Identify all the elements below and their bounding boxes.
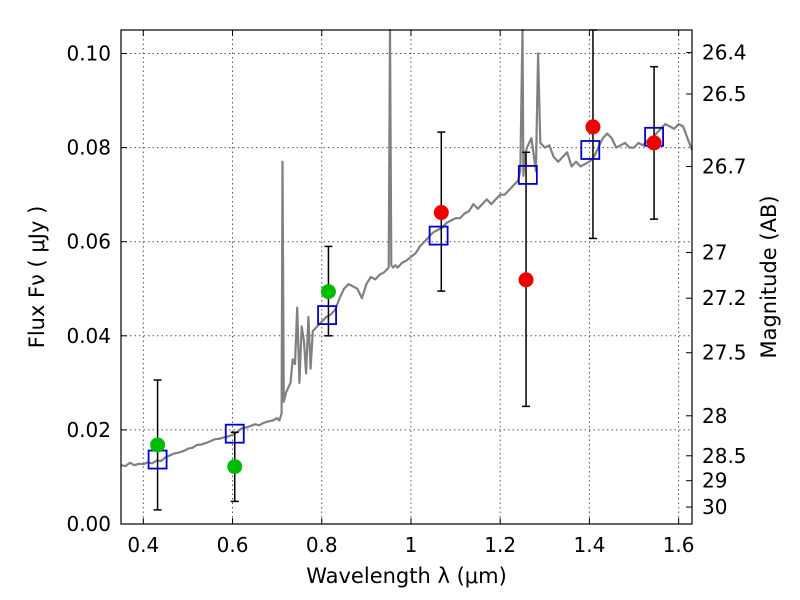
- x-tick-label: 1.6: [663, 533, 695, 557]
- green-point: [227, 459, 243, 475]
- red-point: [518, 272, 534, 288]
- tick-labels: 0.4 0.6 0.8 1 1.2 1.4 1.6 0.00 0.02 0.04 0.06 0.08 0…: [66, 41, 746, 557]
- y2-axis-label: Magnitude (AB): [757, 195, 781, 358]
- y2-tick-label: 26.4: [702, 41, 747, 65]
- y2-tick-label: 30: [702, 495, 727, 519]
- y-tick-label: 0.02: [66, 418, 111, 442]
- y-tick-label: 0.04: [66, 324, 111, 348]
- y2-tick-label: 27: [702, 241, 727, 265]
- model-spectrum-line: [120, 28, 694, 468]
- y2-tick-label: 28.5: [702, 444, 747, 468]
- y2-tick-label: 27.5: [702, 341, 747, 365]
- y-tick-label: 0.00: [66, 512, 111, 536]
- x-tick-label: 0.4: [127, 533, 159, 557]
- green-point: [320, 284, 336, 300]
- y2-tick-label: 26.7: [702, 154, 747, 178]
- x-axis-label: Wavelength λ (μm): [306, 564, 507, 588]
- y2-tick-label: 26.5: [702, 82, 747, 106]
- x-tick-label: 1: [405, 533, 418, 557]
- y-axis-label: Flux Fν ( μJy ): [25, 206, 49, 349]
- x-tick-label: 1.2: [484, 533, 516, 557]
- model-photometry-group: [147, 126, 664, 470]
- x-tick-label: 0.6: [217, 533, 249, 557]
- model-square: [224, 423, 245, 444]
- model-square: [517, 165, 538, 185]
- model-square: [317, 305, 337, 326]
- grid: [121, 30, 692, 525]
- y2-tick-label: 29: [702, 469, 727, 493]
- axis-ticks: [121, 30, 692, 525]
- y2-tick-label: 28: [702, 404, 727, 428]
- red-point: [585, 119, 601, 135]
- errorbars-group: [153, 29, 659, 511]
- model-square: [428, 225, 449, 246]
- observed-points-group: [150, 119, 662, 475]
- x-tick-label: 1.4: [573, 533, 605, 557]
- plot-frame: [120, 29, 693, 525]
- y-tick-label: 0.10: [66, 42, 111, 66]
- y-tick-label: 0.06: [66, 230, 111, 254]
- red-point: [433, 205, 449, 221]
- green-point: [150, 437, 166, 453]
- y-tick-label: 0.08: [66, 136, 111, 160]
- red-point: [646, 135, 662, 151]
- y2-tick-label: 27.2: [702, 286, 747, 310]
- x-tick-label: 0.8: [306, 533, 338, 557]
- model-square: [580, 140, 601, 160]
- model-spectrum-group: [120, 28, 694, 468]
